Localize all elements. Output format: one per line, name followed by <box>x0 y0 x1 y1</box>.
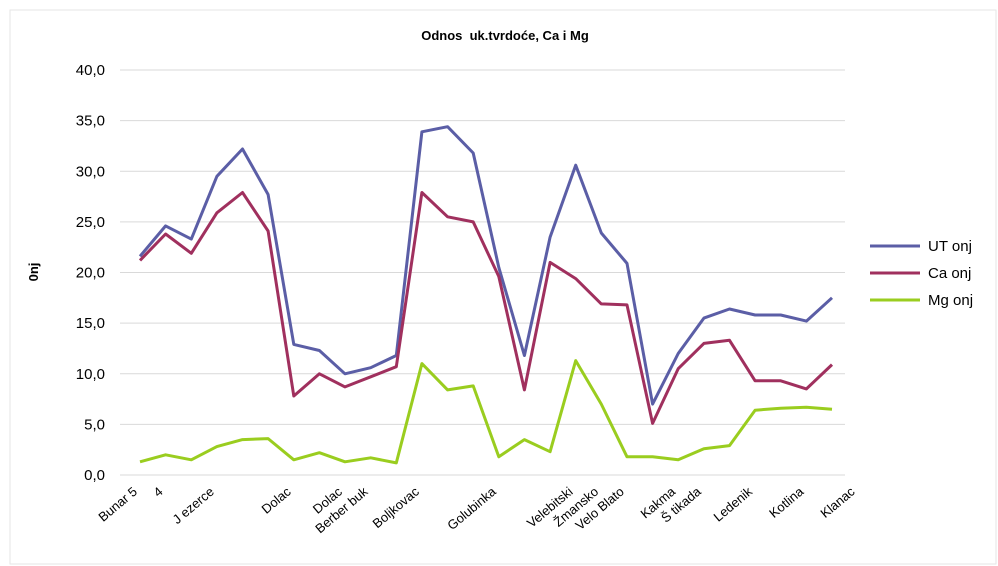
y-tick-label: 40,0 <box>76 62 105 79</box>
series-line-3 <box>139 359 833 465</box>
y-tick-label: 35,0 <box>76 113 105 130</box>
y-tick-label: 15,0 <box>76 315 105 332</box>
series-line-1 <box>138 125 834 406</box>
y-tick-label: 5,0 <box>84 416 105 433</box>
y-tick-label: 0,0 <box>84 467 105 484</box>
series-lines <box>138 125 834 465</box>
legend-label: UT onj <box>928 238 972 255</box>
chart-title: Odnos uk.tvrdoće, Ca i Mg <box>421 28 589 43</box>
y-tick-label: 10,0 <box>76 366 105 383</box>
chart-border <box>9 9 997 565</box>
series-line-2 <box>138 191 834 425</box>
gridlines <box>120 69 845 476</box>
y-tick-label: 30,0 <box>76 163 105 180</box>
y-tick-label: 20,0 <box>76 265 105 282</box>
legend: UT onj Ca onj Mg onj <box>870 238 973 309</box>
y-axis-ticks: 0,0 5,0 10,0 15,0 20,0 25,0 30,0 35,0 40,0 <box>76 62 105 484</box>
legend-label: Mg onj <box>928 292 973 309</box>
legend-label: Ca onj <box>928 265 971 282</box>
y-tick-label: 25,0 <box>76 214 105 231</box>
y-axis-label: 0nj <box>26 263 41 282</box>
